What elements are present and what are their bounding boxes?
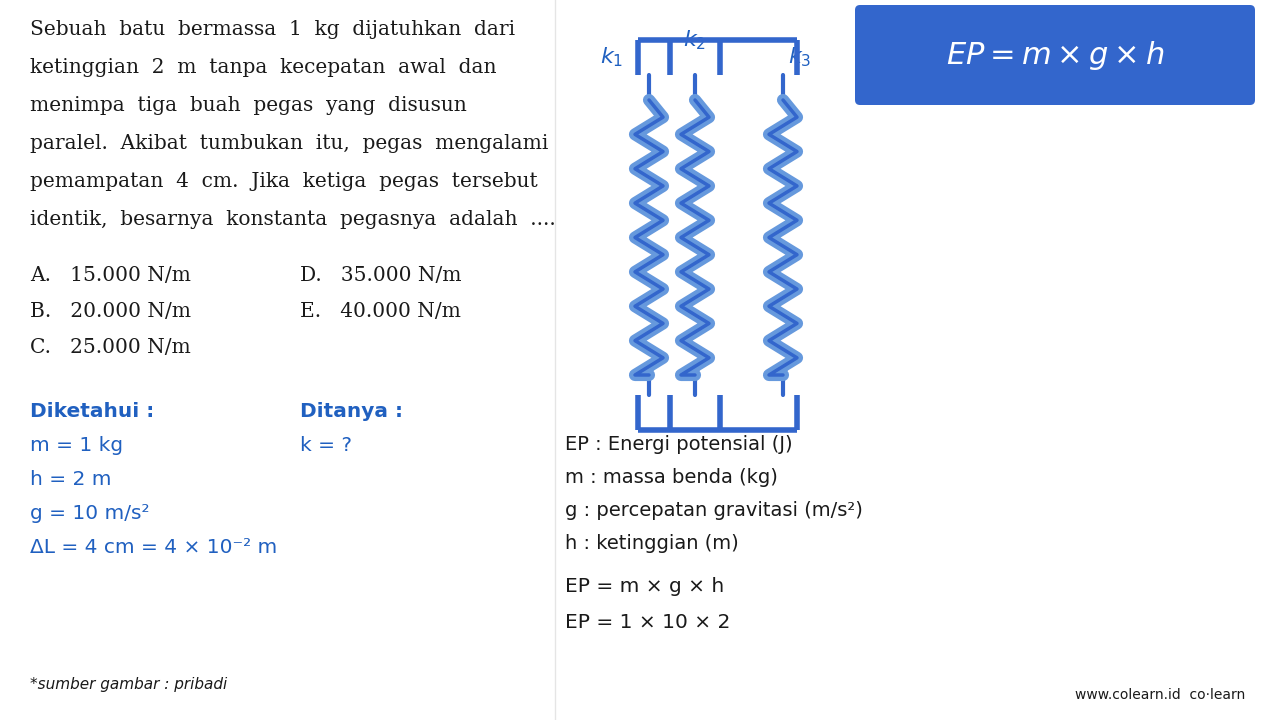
- Text: Ditanya :: Ditanya :: [300, 402, 403, 421]
- Text: A.   15.000 N/m: A. 15.000 N/m: [29, 266, 191, 285]
- Text: k = ?: k = ?: [300, 436, 352, 455]
- Text: B.   20.000 N/m: B. 20.000 N/m: [29, 302, 191, 321]
- Text: m = 1 kg: m = 1 kg: [29, 436, 123, 455]
- Text: $k_1$: $k_1$: [600, 45, 623, 68]
- FancyBboxPatch shape: [855, 5, 1254, 105]
- Text: ketinggian  2  m  tanpa  kecepatan  awal  dan: ketinggian 2 m tanpa kecepatan awal dan: [29, 58, 497, 77]
- Text: menimpa  tiga  buah  pegas  yang  disusun: menimpa tiga buah pegas yang disusun: [29, 96, 467, 115]
- Text: h = 2 m: h = 2 m: [29, 470, 111, 489]
- Text: $k_3$: $k_3$: [788, 45, 812, 68]
- Text: *sumber gambar : pribadi: *sumber gambar : pribadi: [29, 677, 228, 692]
- Text: EP = m × g × h: EP = m × g × h: [564, 577, 724, 596]
- Text: g : percepatan gravitasi (m/s²): g : percepatan gravitasi (m/s²): [564, 501, 863, 520]
- Text: ΔL = 4 cm = 4 × 10⁻² m: ΔL = 4 cm = 4 × 10⁻² m: [29, 538, 278, 557]
- Text: h : ketinggian (m): h : ketinggian (m): [564, 534, 739, 553]
- Text: www.colearn.id  co·learn: www.colearn.id co·learn: [1075, 688, 1245, 702]
- Text: identik,  besarnya  konstanta  pegasnya  adalah  ....: identik, besarnya konstanta pegasnya ada…: [29, 210, 556, 229]
- Text: D.   35.000 N/m: D. 35.000 N/m: [300, 266, 462, 285]
- Text: $k_2$: $k_2$: [684, 28, 707, 52]
- Text: Diketahui :: Diketahui :: [29, 402, 155, 421]
- Text: Sebuah  batu  bermassa  1  kg  dijatuhkan  dari: Sebuah batu bermassa 1 kg dijatuhkan dar…: [29, 20, 515, 39]
- Text: g = 10 m/s²: g = 10 m/s²: [29, 504, 150, 523]
- Text: C.   25.000 N/m: C. 25.000 N/m: [29, 338, 191, 357]
- Text: paralel.  Akibat  tumbukan  itu,  pegas  mengalami: paralel. Akibat tumbukan itu, pegas meng…: [29, 134, 548, 153]
- Text: E.   40.000 N/m: E. 40.000 N/m: [300, 302, 461, 321]
- Text: m : massa benda (kg): m : massa benda (kg): [564, 468, 778, 487]
- Text: $EP = m \times g \times h$: $EP = m \times g \times h$: [946, 38, 1164, 71]
- Text: pemampatan  4  cm.  Jika  ketiga  pegas  tersebut: pemampatan 4 cm. Jika ketiga pegas terse…: [29, 172, 538, 191]
- Text: EP : Energi potensial (J): EP : Energi potensial (J): [564, 435, 792, 454]
- Text: EP = 1 × 10 × 2: EP = 1 × 10 × 2: [564, 613, 731, 632]
